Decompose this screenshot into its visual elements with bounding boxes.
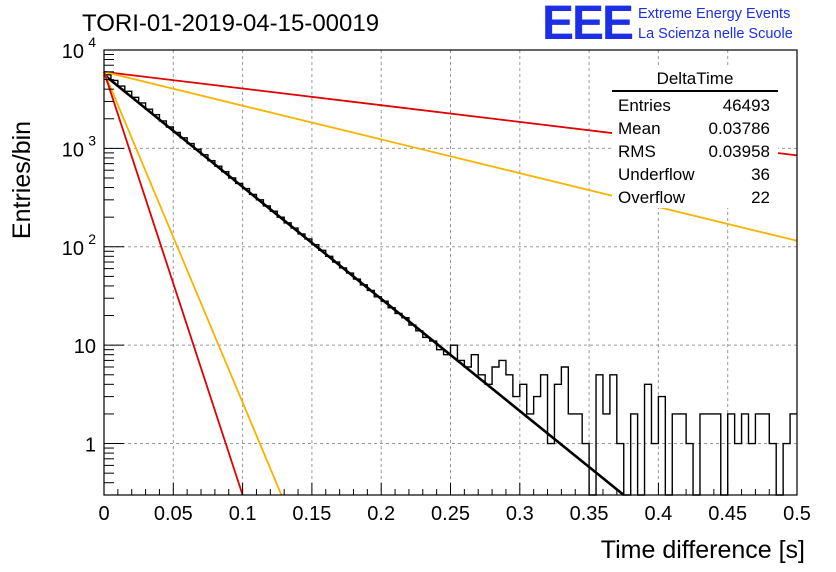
x-tick-label: 0.35 bbox=[570, 503, 609, 525]
fit-curve bbox=[103, 73, 625, 497]
stats-row-rms: RMS 0.03958 bbox=[612, 140, 778, 163]
x-axis-label: Time difference [s] bbox=[601, 536, 805, 564]
stats-value: 0.03786 bbox=[708, 119, 770, 138]
stats-key: RMS bbox=[618, 142, 656, 161]
x-tick-label: 0.15 bbox=[292, 503, 331, 525]
eee-logo-line1: Extreme Energy Events bbox=[638, 6, 791, 22]
x-tick-label: 0.4 bbox=[644, 503, 672, 525]
stats-key: Overflow bbox=[618, 188, 686, 207]
stats-key: Mean bbox=[618, 119, 661, 138]
x-tick-label: 0.1 bbox=[229, 503, 257, 525]
y-tick-label: 10 bbox=[62, 41, 84, 63]
run-title: TORI-01-2019-04-15-00019 bbox=[82, 10, 380, 37]
axes: 0 0.05 0.1 0.15 0.2 0.25 0.3 0.35 0.4 0.45 0.510 41… bbox=[62, 34, 811, 525]
stats-box: DeltaTime Entries 46493 Mean 0.03786 RMS 0.… bbox=[612, 68, 778, 208]
y-tick-label: 10 bbox=[62, 139, 84, 161]
fit-curve bbox=[103, 70, 798, 242]
x-tick-label: 0 bbox=[98, 503, 109, 525]
y-tick-exponent: 3 bbox=[88, 132, 96, 148]
y-tick-label: 10 bbox=[74, 336, 96, 358]
x-tick-label: 0.3 bbox=[506, 503, 534, 525]
fit-curves bbox=[103, 70, 798, 497]
stats-title: DeltaTime bbox=[612, 68, 778, 92]
fit-curve bbox=[103, 71, 244, 496]
x-tick-label: 0.05 bbox=[154, 503, 193, 525]
fit-curve bbox=[103, 71, 283, 496]
eee-logo-line2: La Scienza nelle Scuole bbox=[638, 26, 793, 42]
stats-row-entries: Entries 46493 bbox=[612, 94, 778, 117]
x-tick-label: 0.2 bbox=[367, 503, 395, 525]
eee-logo: EEE Extreme Energy Events La Scienza nel… bbox=[542, 0, 834, 50]
x-tick-label: 0.45 bbox=[708, 503, 747, 525]
y-tick-label: 1 bbox=[85, 435, 96, 457]
stats-value: 0.03958 bbox=[708, 142, 770, 161]
x-tick-label: 0.5 bbox=[783, 503, 811, 525]
y-axis-label: Entries/bin bbox=[8, 121, 36, 239]
stats-row-mean: Mean 0.03786 bbox=[612, 117, 778, 140]
eee-logo-mark: EEE bbox=[542, 0, 634, 50]
stats-key: Underflow bbox=[618, 165, 695, 184]
stats-value: 46493 bbox=[722, 96, 770, 115]
stats-value: 22 bbox=[751, 188, 770, 207]
y-tick-exponent: 4 bbox=[88, 34, 96, 50]
x-tick-label: 0.25 bbox=[431, 503, 470, 525]
y-tick-exponent: 2 bbox=[88, 231, 96, 247]
stats-row-underflow: Underflow 36 bbox=[612, 163, 778, 186]
stats-key: Entries bbox=[618, 96, 671, 115]
y-tick-label: 10 bbox=[62, 238, 84, 260]
stats-row-overflow: Overflow 22 bbox=[612, 186, 778, 209]
stats-value: 36 bbox=[751, 165, 770, 184]
